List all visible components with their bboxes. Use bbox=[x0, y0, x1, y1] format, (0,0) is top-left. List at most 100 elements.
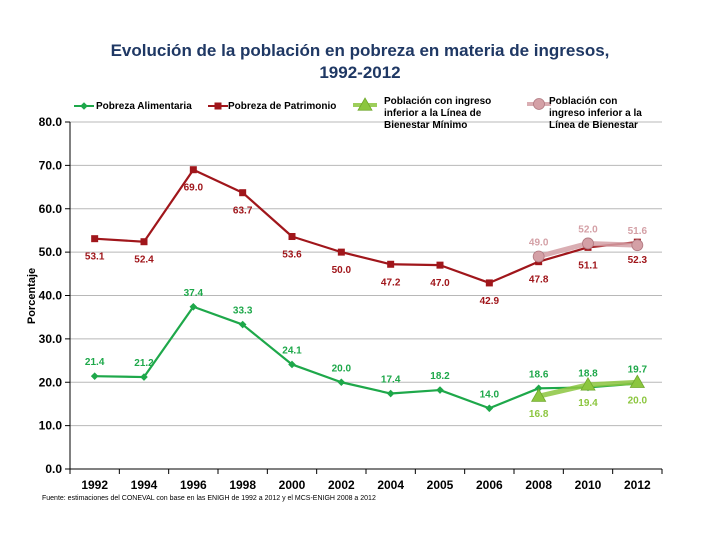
source-note: Fuente: estimaciones del CONEVAL con bas… bbox=[42, 495, 376, 502]
data-label: 14.0 bbox=[480, 389, 500, 400]
x-tick-label: 2008 bbox=[525, 478, 552, 492]
series-4 bbox=[532, 237, 644, 263]
series-line bbox=[93, 168, 639, 285]
y-tick-label: 80.0 bbox=[39, 115, 63, 129]
data-label: 53.1 bbox=[85, 252, 105, 263]
data-label: 21.2 bbox=[134, 358, 154, 369]
series-layer bbox=[90, 166, 646, 413]
data-point-marker bbox=[485, 404, 494, 413]
y-tick-label: 30.0 bbox=[39, 332, 63, 346]
data-label: 69.0 bbox=[184, 183, 204, 194]
series-1 bbox=[90, 302, 642, 413]
x-tick-label: 2006 bbox=[476, 478, 503, 492]
series-line bbox=[93, 305, 639, 410]
data-label: 33.3 bbox=[233, 306, 253, 317]
y-tick-label: 50.0 bbox=[39, 245, 63, 259]
legend-item-2: Pobreza de Patrimonio bbox=[208, 101, 336, 112]
y-tick-label: 60.0 bbox=[39, 202, 63, 216]
y-tick-label: 20.0 bbox=[39, 375, 63, 389]
x-tick-label: 2000 bbox=[279, 478, 306, 492]
data-point-marker bbox=[533, 98, 545, 110]
data-label: 47.8 bbox=[529, 275, 549, 286]
data-point-marker bbox=[534, 384, 543, 393]
data-label: 52.3 bbox=[628, 255, 648, 266]
data-point-marker bbox=[189, 302, 198, 311]
data-label: 18.6 bbox=[529, 369, 549, 380]
data-point-marker bbox=[629, 374, 646, 388]
data-point-marker bbox=[580, 377, 596, 391]
series-2 bbox=[91, 166, 641, 287]
x-tick-label: 2002 bbox=[328, 478, 355, 492]
x-tick-label: 1992 bbox=[81, 478, 108, 492]
grid-lines bbox=[70, 121, 662, 427]
legend-label: Población con bbox=[549, 96, 617, 107]
data-label: 17.4 bbox=[381, 375, 401, 386]
legend-label: Pobreza Alimentaria bbox=[96, 101, 192, 112]
data-label: 37.4 bbox=[184, 288, 204, 299]
y-tick-label: 10.0 bbox=[39, 419, 63, 433]
data-label: 50.0 bbox=[332, 265, 352, 276]
legend-label: Población con ingreso bbox=[384, 96, 491, 107]
data-label: 18.2 bbox=[430, 371, 450, 382]
data-label: 42.9 bbox=[480, 296, 500, 307]
legend-label: Bienestar Mínimo bbox=[384, 120, 467, 131]
data-point-marker bbox=[357, 97, 373, 111]
x-tick-label: 1994 bbox=[131, 478, 158, 492]
y-tick-labels: 0.0 10.0 20.0 30.0 40.0 50.0 60.0 70.0 80.0 bbox=[39, 115, 63, 476]
data-label: 24.1 bbox=[282, 345, 302, 356]
data-point-marker bbox=[239, 189, 247, 197]
data-point-marker bbox=[386, 389, 395, 398]
x-tick-label: 2004 bbox=[377, 478, 404, 492]
x-tick-label: 2005 bbox=[427, 478, 454, 492]
data-point-marker bbox=[436, 386, 444, 394]
legend: Pobreza Alimentaria Pobreza de Patrimonio… bbox=[74, 96, 642, 131]
legend-item-1: Pobreza Alimentaria bbox=[74, 101, 192, 112]
legend-label: inferior a la Línea de bbox=[384, 108, 482, 119]
data-label: 52.0 bbox=[578, 224, 598, 235]
data-point-marker bbox=[90, 372, 99, 380]
data-label: 18.8 bbox=[578, 368, 598, 379]
y-tick-label: 0.0 bbox=[45, 462, 62, 476]
data-label: 21.4 bbox=[85, 357, 105, 368]
data-point-marker bbox=[436, 261, 444, 269]
data-labels: 21.4 21.2 37.4 33.3 24.1 20.0 17.4 18.2 14.0 18.6… bbox=[85, 183, 648, 420]
data-point-marker bbox=[91, 235, 99, 243]
data-label: 20.0 bbox=[628, 395, 648, 406]
chart-title-line-2: 1992-2012 bbox=[319, 63, 401, 82]
legend-label: ingreso inferior a la bbox=[549, 108, 642, 119]
data-point-marker bbox=[288, 360, 296, 369]
data-label: 51.6 bbox=[628, 226, 648, 237]
axes bbox=[65, 121, 663, 474]
data-label: 52.4 bbox=[134, 255, 154, 266]
chart-title: Evolución de la población en pobreza en … bbox=[0, 40, 720, 84]
data-point-marker bbox=[337, 248, 345, 256]
legend-label: Línea de Bienestar bbox=[549, 120, 638, 131]
data-label: 19.4 bbox=[578, 398, 598, 409]
data-label: 51.1 bbox=[578, 260, 598, 271]
data-point-marker bbox=[214, 102, 222, 110]
data-label: 47.2 bbox=[381, 277, 401, 288]
data-point-marker bbox=[485, 279, 493, 287]
y-axis-label: Porcentaje bbox=[26, 268, 38, 324]
x-tick-labels: 1992 1994 1996 1998 2000 2002 2004 2005 2006 2008… bbox=[81, 478, 651, 492]
data-point-marker bbox=[189, 166, 197, 174]
data-point-marker bbox=[288, 233, 296, 241]
data-point-marker bbox=[238, 320, 247, 329]
data-point-marker bbox=[631, 239, 644, 252]
data-label: 53.6 bbox=[282, 250, 302, 261]
data-point-marker bbox=[337, 378, 346, 387]
data-label: 20.0 bbox=[332, 363, 352, 374]
x-tick-label: 2010 bbox=[575, 478, 602, 492]
data-point-marker bbox=[140, 373, 148, 381]
data-point-marker bbox=[140, 238, 148, 246]
data-label: 63.7 bbox=[233, 206, 253, 217]
data-point-marker bbox=[80, 102, 88, 110]
data-point-marker bbox=[530, 388, 547, 402]
x-tick-label: 1998 bbox=[229, 478, 256, 492]
data-label: 47.0 bbox=[430, 278, 450, 289]
data-point-marker bbox=[532, 250, 545, 263]
y-tick-label: 40.0 bbox=[39, 289, 63, 303]
